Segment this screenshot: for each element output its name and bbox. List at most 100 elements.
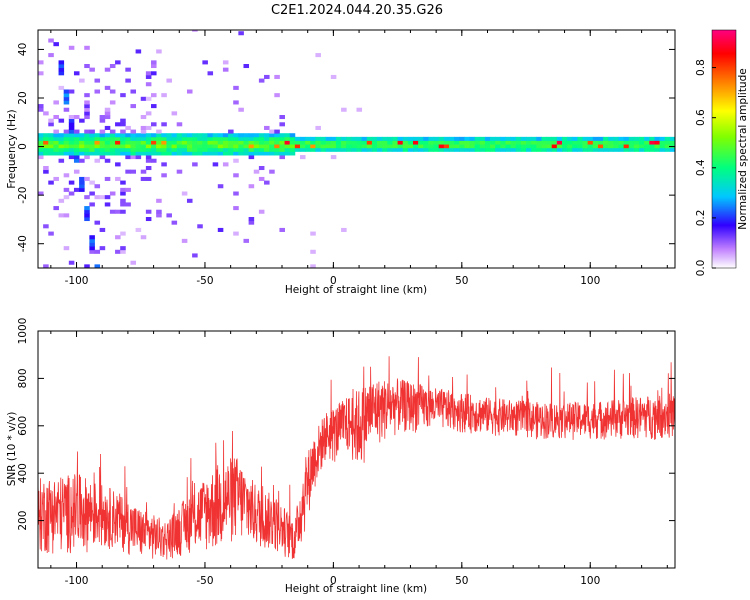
heat-cell	[284, 140, 291, 145]
heat-cell	[371, 136, 378, 141]
heat-cell	[120, 144, 126, 149]
heat-cell	[587, 140, 594, 145]
heat-cell	[99, 140, 106, 145]
heat-cell	[58, 64, 65, 69]
heat-cell	[258, 166, 265, 171]
heat-cell	[161, 162, 167, 167]
heat-cell	[84, 111, 90, 116]
heat-cell	[38, 147, 44, 152]
heat-cell	[161, 93, 167, 98]
heat-cell	[264, 133, 270, 138]
heat-cell	[418, 147, 424, 152]
heat-cell	[469, 140, 476, 145]
heat-cell	[269, 169, 275, 174]
heat-cell	[387, 144, 393, 149]
heat-cell	[315, 147, 321, 152]
heat-cell	[669, 136, 675, 141]
heat-cell	[109, 147, 116, 152]
colorbar-label: Normalized spectral amplitude	[737, 68, 749, 229]
heat-cell	[181, 144, 188, 149]
heat-cell	[63, 213, 70, 218]
heat-cell	[63, 187, 70, 192]
heat-cell	[109, 89, 116, 94]
heat-cell	[490, 147, 496, 152]
heat-cell	[258, 140, 265, 145]
heat-cell	[253, 151, 260, 156]
heat-cell	[156, 136, 162, 141]
heat-cell	[222, 147, 229, 152]
heat-cell	[53, 42, 59, 47]
heat-cell	[68, 45, 75, 50]
heat-cell	[135, 49, 142, 54]
y-tick-label: -20	[17, 187, 29, 204]
heat-cell	[654, 136, 660, 141]
heat-cell	[125, 202, 131, 207]
heat-cell	[490, 144, 496, 149]
heat-cell	[510, 144, 517, 149]
heat-cell	[561, 140, 568, 145]
heat-cell	[243, 140, 250, 145]
heat-cell	[43, 264, 49, 268]
heat-cell	[577, 136, 583, 141]
heat-cell	[515, 144, 522, 149]
heat-cell	[269, 136, 275, 141]
heat-cell	[500, 136, 506, 141]
heat-cell	[161, 151, 167, 156]
heat-cell	[505, 136, 512, 141]
heat-cell	[623, 140, 630, 145]
heat-cell	[48, 136, 54, 141]
heat-cell	[633, 147, 640, 152]
heat-cell	[623, 136, 630, 141]
heat-cell	[84, 195, 90, 200]
colorbar-tick-label: 0.0	[695, 260, 707, 277]
heat-cell	[166, 140, 172, 145]
heat-cell	[258, 133, 265, 138]
heat-cell	[79, 140, 85, 145]
x-tick-label: 0	[330, 275, 337, 287]
heat-cell	[402, 147, 409, 152]
heat-cell	[510, 136, 517, 141]
heat-cell	[151, 122, 157, 127]
heat-cell	[181, 136, 188, 141]
heat-cell	[84, 209, 90, 214]
heat-cell	[176, 133, 183, 138]
heat-cell	[161, 133, 167, 138]
heat-cell	[58, 140, 65, 145]
heat-cell	[253, 133, 260, 138]
heat-cell	[356, 140, 363, 145]
heat-cell	[109, 133, 116, 138]
heat-cell	[156, 49, 162, 54]
heat-cell	[392, 144, 398, 149]
heat-cell	[541, 140, 547, 145]
heat-cell	[171, 147, 178, 152]
heat-cell	[99, 147, 106, 152]
heat-cell	[161, 173, 167, 178]
heat-cell	[48, 231, 54, 236]
heat-cell	[130, 129, 137, 134]
heat-cell	[479, 147, 486, 152]
heat-cell	[212, 136, 219, 141]
heat-cell	[94, 144, 101, 149]
heat-cell	[402, 144, 409, 149]
heat-cell	[433, 144, 440, 149]
heat-cell	[48, 147, 54, 152]
heat-cell	[99, 246, 106, 251]
heat-cell	[58, 144, 65, 149]
heat-cell	[48, 118, 54, 123]
heat-cell	[269, 147, 275, 152]
heat-cell	[53, 100, 59, 105]
heat-cell	[43, 169, 49, 174]
heat-cell	[79, 184, 85, 189]
heat-cell	[608, 144, 614, 149]
heat-cell	[649, 136, 655, 141]
heat-cell	[197, 224, 203, 229]
heat-cell	[603, 140, 609, 145]
heat-cell	[561, 136, 568, 141]
x-tick-label: -100	[65, 575, 89, 587]
heat-cell	[109, 191, 116, 196]
heat-cell	[115, 60, 121, 65]
heat-cell	[279, 115, 285, 120]
heat-cell	[125, 147, 131, 152]
colorbar: 0.0 0.2 0.4 0.6 0.8 Normalized spectral ampl…	[695, 29, 749, 277]
heat-cell	[618, 140, 625, 145]
